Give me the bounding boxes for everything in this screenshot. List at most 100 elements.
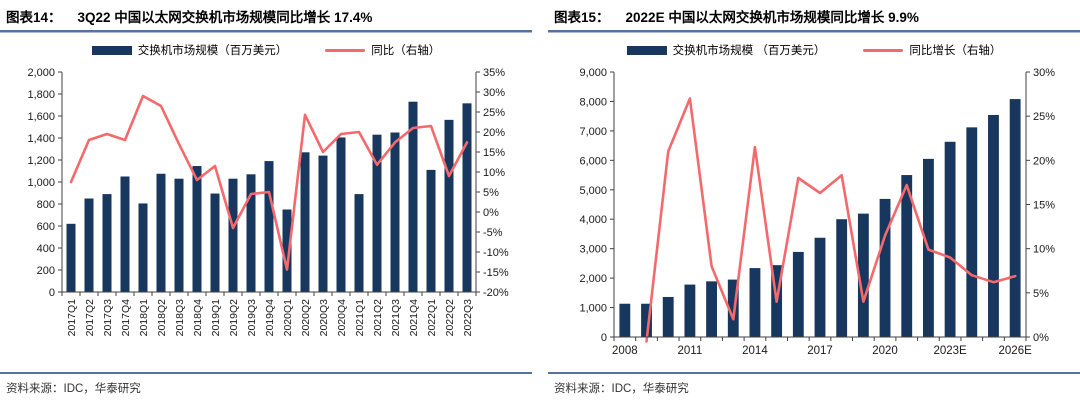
svg-text:2019Q4: 2019Q4 [264, 299, 276, 337]
bar [282, 209, 292, 292]
svg-text:9,000: 9,000 [579, 67, 607, 79]
bar [684, 284, 696, 337]
chart-panel-right: 图表15： 2022E 中国以太网交换机市场规模同比增长 9.9% 交换机市场规模… [548, 0, 1080, 396]
bar-series-swatch [91, 45, 132, 55]
svg-text:35%: 35% [483, 67, 505, 79]
title-divider [548, 30, 1080, 33]
svg-text:1,200: 1,200 [27, 155, 55, 167]
svg-text:2019Q2: 2019Q2 [228, 299, 240, 337]
bar [66, 223, 76, 292]
legend-item-market-size: 交换机市场规模 （百万美元） [626, 42, 825, 58]
svg-text:30%: 30% [483, 87, 505, 99]
svg-text:1,000: 1,000 [27, 177, 55, 189]
bar [174, 178, 184, 292]
bar [814, 237, 826, 337]
bar [390, 132, 400, 292]
svg-text:2022Q3: 2022Q3 [462, 299, 474, 337]
divider-light-line [0, 32, 532, 33]
trend-line [645, 97, 1017, 343]
chart-title-row: 图表14： 3Q22 中国以太网交换机市场规模同比增长 17.4% [0, 0, 532, 29]
svg-text:2021Q2: 2021Q2 [372, 299, 384, 337]
bar [354, 194, 364, 292]
chart-title: 2022E 中国以太网交换机市场规模同比增长 9.9% [625, 10, 919, 25]
bar [988, 114, 999, 337]
bar [662, 296, 674, 337]
svg-text:2020Q3: 2020Q3 [318, 299, 330, 337]
report-figures-row: 图表14： 3Q22 中国以太网交换机市场规模同比增长 17.4% 交换机市场规模… [0, 0, 1080, 396]
svg-text:15%: 15% [1033, 200, 1055, 212]
svg-text:4,000: 4,000 [579, 214, 607, 226]
svg-text:1,600: 1,600 [27, 111, 55, 123]
svg-text:2020Q1: 2020Q1 [282, 299, 294, 337]
svg-text:7,000: 7,000 [579, 126, 607, 138]
svg-text:-10%: -10% [483, 247, 509, 259]
bar-series-label: 交换机市场规模（百万美元） [137, 45, 288, 57]
bar [444, 119, 454, 292]
svg-text:5%: 5% [483, 187, 499, 199]
bar [264, 161, 274, 292]
chart-title: 3Q22 中国以太网交换机市场规模同比增长 17.4% [77, 10, 373, 25]
svg-text:2021Q3: 2021Q3 [390, 299, 402, 337]
svg-text:2022Q2: 2022Q2 [444, 299, 456, 337]
svg-text:2026E: 2026E [999, 345, 1033, 357]
bar [641, 303, 652, 337]
bar [408, 101, 418, 292]
source-footer: 资料来源：IDC，华泰研究 [548, 372, 1080, 396]
svg-text:-15%: -15% [483, 267, 509, 279]
svg-text:-20%: -20% [483, 287, 509, 299]
bar [857, 213, 869, 337]
svg-text:10%: 10% [1033, 244, 1055, 256]
svg-text:2,000: 2,000 [27, 67, 55, 79]
bar [246, 174, 256, 292]
svg-text:2017: 2017 [807, 345, 833, 357]
svg-text:2017Q4: 2017Q4 [120, 299, 132, 337]
bar [749, 268, 761, 337]
svg-text:0%: 0% [483, 207, 499, 219]
svg-text:2014: 2014 [742, 345, 768, 357]
svg-text:2018Q4: 2018Q4 [192, 299, 204, 337]
svg-text:2019Q3: 2019Q3 [246, 299, 258, 337]
svg-text:2020Q4: 2020Q4 [336, 299, 348, 337]
svg-text:2008: 2008 [612, 345, 638, 357]
bar [336, 137, 346, 292]
combo-chart-annual: 0 1,000 2,000 3,000 4,000 5,000 6,000 7,000 8,00… [579, 67, 1055, 357]
bar [120, 176, 130, 292]
svg-text:2017Q1: 2017Q1 [66, 299, 78, 337]
combo-chart-quarterly: 0 200 400 600 800 1,000 1,200 1,400 1,600 1,800 2,… [27, 67, 509, 337]
svg-text:25%: 25% [483, 107, 505, 119]
svg-text:2022Q1: 2022Q1 [426, 299, 438, 337]
svg-text:2020Q2: 2020Q2 [300, 299, 312, 337]
svg-text:2018Q1: 2018Q1 [138, 299, 150, 337]
bar [84, 198, 94, 292]
bar [792, 251, 804, 337]
trend-line [69, 94, 469, 271]
divider-dark-line [548, 30, 1080, 32]
svg-text:200: 200 [37, 265, 55, 277]
bar [372, 134, 382, 292]
line-series-swatch [863, 48, 904, 52]
source-footer: 资料来源：IDC，华泰研究 [0, 372, 532, 396]
svg-text:2,000: 2,000 [579, 273, 607, 285]
bar [300, 152, 310, 292]
legend-item-yoy: 同比（右轴） [325, 42, 440, 58]
figure-label: 图表15： [554, 10, 610, 25]
bar [879, 198, 891, 337]
svg-text:20%: 20% [1033, 155, 1055, 167]
svg-text:5,000: 5,000 [579, 185, 607, 197]
bar [210, 193, 220, 292]
bar [426, 169, 436, 292]
svg-text:2017Q2: 2017Q2 [84, 299, 96, 337]
chart-legend: 交换机市场规模（百万美元） 同比（右轴） [0, 42, 532, 58]
bar [156, 173, 166, 292]
line-series-label: 同比增长（右轴） [909, 45, 1002, 57]
svg-text:6,000: 6,000 [579, 155, 607, 167]
title-divider [0, 30, 532, 33]
svg-text:2018Q2: 2018Q2 [156, 299, 168, 337]
svg-text:3,000: 3,000 [579, 244, 607, 256]
bar [138, 203, 148, 292]
svg-text:0: 0 [601, 332, 607, 344]
svg-text:2011: 2011 [678, 345, 703, 357]
svg-text:15%: 15% [483, 147, 505, 159]
svg-text:25%: 25% [1033, 111, 1055, 123]
svg-text:0: 0 [49, 287, 55, 299]
